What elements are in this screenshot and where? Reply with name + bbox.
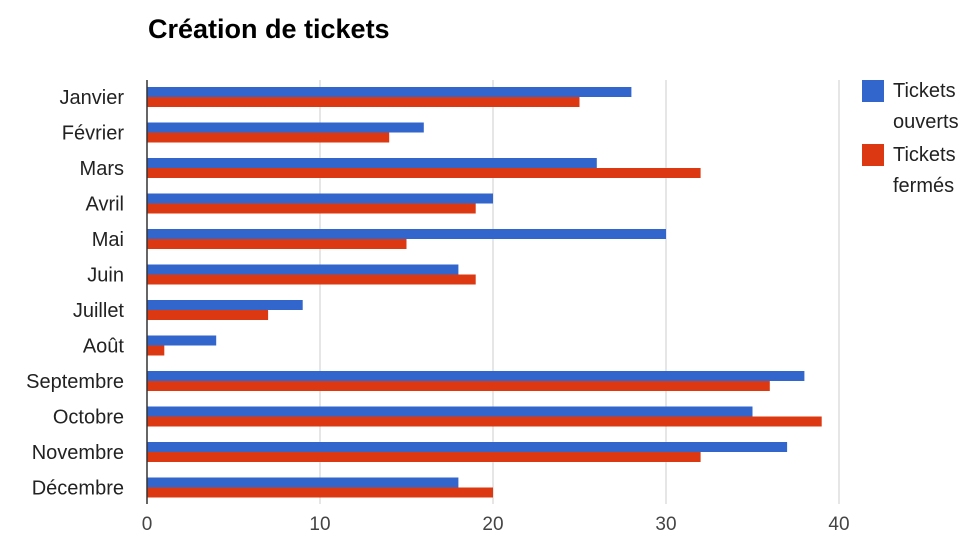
bar-tickets-ouverts-9	[147, 371, 805, 381]
category-label: Juin	[87, 265, 124, 287]
bar-tickets-fermes-8	[147, 345, 165, 356]
category-label: Août	[83, 336, 125, 358]
category-label: Décembre	[32, 478, 124, 500]
bar-tickets-ouverts-8	[147, 335, 217, 346]
category-label: Novembre	[32, 442, 124, 464]
category-label: Octobre	[53, 407, 124, 429]
category-label: Juillet	[73, 300, 125, 322]
bar-tickets-fermes-7	[147, 310, 269, 320]
category-label: Avril	[85, 194, 124, 216]
category-label: Mars	[80, 158, 124, 180]
category-label: Janvier	[60, 87, 125, 109]
legend-label: ouverts	[893, 111, 959, 133]
bar-tickets-fermes-10	[147, 416, 822, 427]
bars	[147, 87, 822, 498]
x-tick-label: 30	[655, 514, 676, 535]
legend-label: Tickets	[893, 80, 956, 102]
bar-tickets-fermes-5	[147, 239, 407, 249]
category-label: Mai	[92, 229, 124, 251]
bar-tickets-ouverts-3	[147, 158, 597, 168]
legend: Tickets ouverts Tickets fermés	[862, 80, 959, 197]
bar-tickets-fermes-1	[147, 97, 580, 107]
x-tick-label: 10	[309, 514, 330, 535]
bar-tickets-fermes-2	[147, 132, 390, 143]
bar-tickets-ouverts-10	[147, 406, 753, 417]
bar-tickets-ouverts-12	[147, 477, 459, 488]
bar-tickets-fermes-6	[147, 274, 476, 285]
bar-tickets-fermes-12	[147, 487, 493, 498]
x-tick-label: 20	[482, 514, 503, 535]
category-labels: Janvier Février Mars Avril Mai Juin Juillet Aoû…	[26, 87, 124, 500]
grid-lines	[319, 80, 840, 504]
bar-tickets-fermes-11	[147, 452, 701, 462]
category-label: Septembre	[26, 371, 124, 393]
legend-label: Tickets	[893, 144, 956, 166]
chart-title: Création de tickets	[148, 14, 390, 44]
legend-swatch	[862, 144, 884, 166]
bar-tickets-ouverts-5	[147, 229, 666, 239]
bar-tickets-ouverts-11	[147, 442, 788, 452]
bar-tickets-fermes-4	[147, 203, 476, 214]
x-tick-label: 40	[828, 514, 849, 535]
bar-tickets-ouverts-6	[147, 264, 459, 275]
bar-tickets-ouverts-4	[147, 193, 493, 204]
x-tick-label: 0	[142, 514, 153, 535]
bar-tickets-fermes-9	[147, 381, 770, 391]
legend-label: fermés	[893, 175, 954, 197]
legend-swatch	[862, 80, 884, 102]
bar-tickets-fermes-3	[147, 168, 701, 178]
category-label: Février	[62, 123, 125, 145]
bar-tickets-ouverts-7	[147, 300, 303, 310]
x-tick-labels: 0 10 20 30 40	[142, 514, 850, 535]
bar-tickets-ouverts-1	[147, 87, 632, 97]
bar-tickets-ouverts-2	[147, 122, 424, 133]
